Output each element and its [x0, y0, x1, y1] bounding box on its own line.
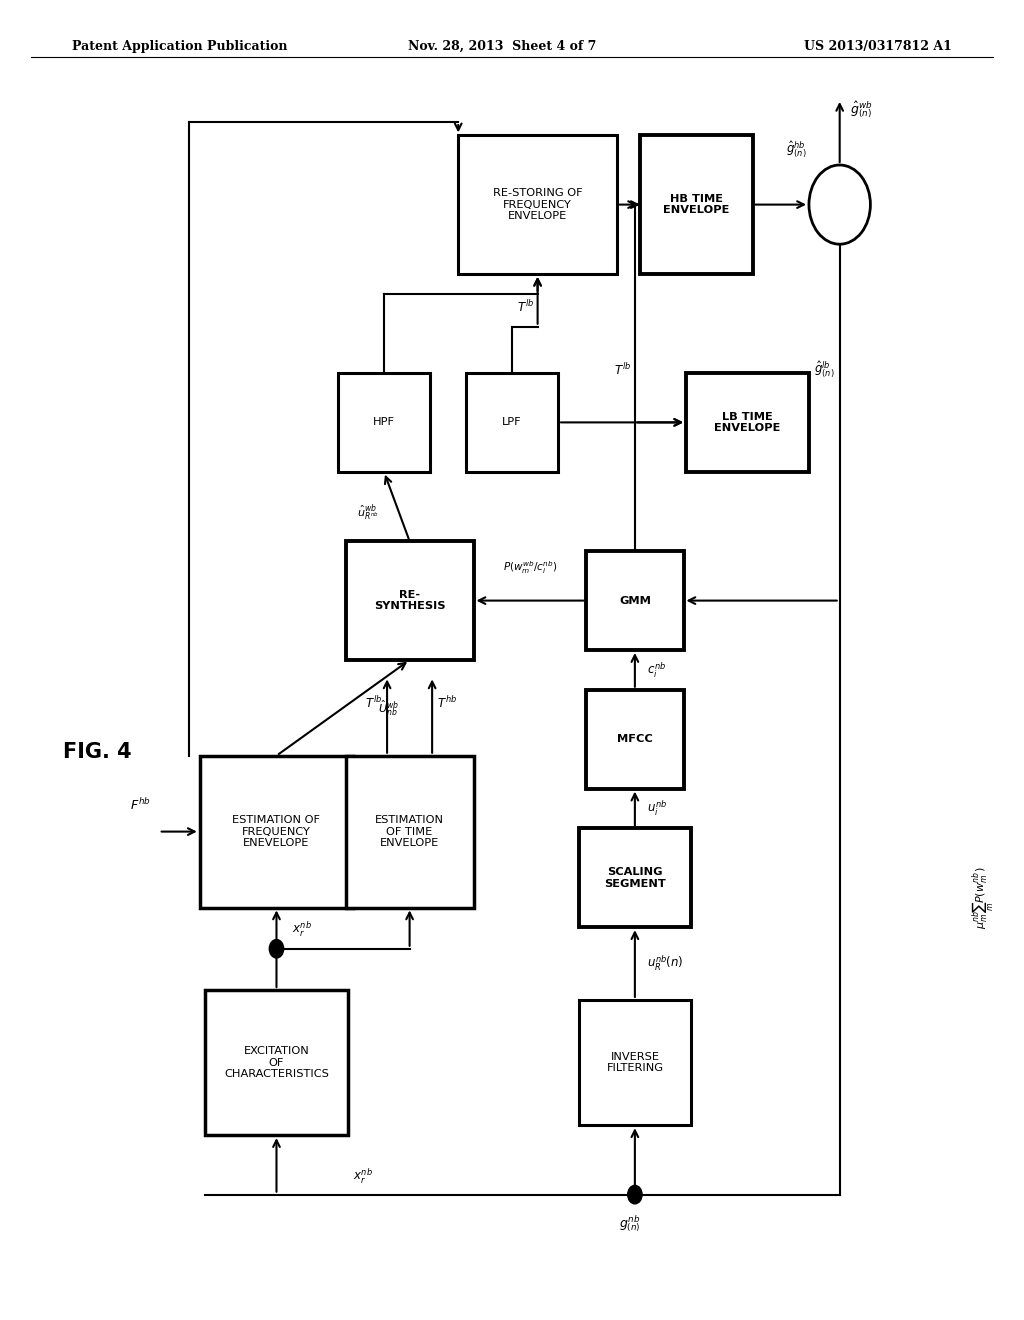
- Text: FIG. 4: FIG. 4: [62, 742, 132, 763]
- Text: $\hat{u}^{wb}_{R^{nb}}$: $\hat{u}^{wb}_{R^{nb}}$: [357, 503, 379, 524]
- Bar: [338, 372, 430, 471]
- Text: $T^{lb}$: $T^{lb}$: [613, 362, 631, 378]
- Bar: [586, 689, 684, 788]
- Text: GMM: GMM: [618, 595, 651, 606]
- Bar: [586, 552, 684, 649]
- Circle shape: [628, 1185, 642, 1204]
- Bar: [459, 136, 616, 275]
- Text: $\hat{g}^{hb}_{(n)}$: $\hat{g}^{hb}_{(n)}$: [785, 139, 807, 160]
- Text: EXCITATION
OF
CHARACTERISTICS: EXCITATION OF CHARACTERISTICS: [224, 1045, 329, 1080]
- Bar: [346, 755, 473, 908]
- Text: Nov. 28, 2013  Sheet 4 of 7: Nov. 28, 2013 Sheet 4 of 7: [408, 40, 596, 53]
- Text: $g^{nb}_{(n)}$: $g^{nb}_{(n)}$: [618, 1213, 641, 1234]
- Text: HB TIME
ENVELOPE: HB TIME ENVELOPE: [664, 194, 729, 215]
- Text: $\hat{g}^{lb}_{(n)}$: $\hat{g}^{lb}_{(n)}$: [814, 359, 835, 380]
- Text: MFCC: MFCC: [617, 734, 652, 744]
- Bar: [579, 1001, 691, 1125]
- Text: US 2013/0317812 A1: US 2013/0317812 A1: [805, 40, 952, 53]
- Bar: [640, 136, 753, 275]
- Text: ESTIMATION
OF TIME
ENVELOPE: ESTIMATION OF TIME ENVELOPE: [375, 814, 444, 849]
- Circle shape: [809, 165, 870, 244]
- Text: $u^{nb}_R(n)$: $u^{nb}_R(n)$: [647, 954, 684, 973]
- Bar: [466, 372, 558, 471]
- Text: RE-STORING OF
FREQUENCY
ENVELOPE: RE-STORING OF FREQUENCY ENVELOPE: [493, 187, 583, 222]
- Text: $T^{hb}$: $T^{hb}$: [437, 694, 458, 711]
- Text: $x^{nb}_r$: $x^{nb}_r$: [292, 919, 311, 939]
- Bar: [346, 541, 473, 660]
- Text: $c^{nb}_i$: $c^{nb}_i$: [647, 660, 667, 680]
- Text: LB TIME
ENVELOPE: LB TIME ENVELOPE: [715, 412, 780, 433]
- Text: $x^{nb}_r$: $x^{nb}_r$: [353, 1167, 373, 1185]
- Text: $\hat{g}^{wb}_{(n)}$: $\hat{g}^{wb}_{(n)}$: [850, 99, 872, 120]
- Text: $\mu^{nb}_m\!\sum_m P(w^{nb}_m)$: $\mu^{nb}_m\!\sum_m P(w^{nb}_m)$: [971, 866, 995, 929]
- Text: $T^{lb}$: $T^{lb}$: [517, 298, 535, 315]
- Text: $F^{hb}$: $F^{hb}$: [130, 797, 151, 813]
- Text: $\hat{U}^{wb}_{nb}$: $\hat{U}^{wb}_{nb}$: [378, 698, 399, 718]
- Bar: [579, 829, 691, 927]
- Text: $u^{nb}_i$: $u^{nb}_i$: [647, 799, 668, 818]
- Bar: [686, 372, 809, 471]
- Bar: [205, 990, 348, 1135]
- Text: INVERSE
FILTERING: INVERSE FILTERING: [606, 1052, 664, 1073]
- Text: LPF: LPF: [502, 417, 522, 428]
- Text: Patent Application Publication: Patent Application Publication: [72, 40, 287, 53]
- Bar: [200, 755, 353, 908]
- Circle shape: [269, 940, 284, 958]
- Text: $T^{lb}$: $T^{lb}$: [365, 694, 382, 711]
- Text: $P(w^{wb}_m/c^{nb}_i)$: $P(w^{wb}_m/c^{nb}_i)$: [503, 560, 557, 576]
- Text: SCALING
SEGMENT: SCALING SEGMENT: [604, 867, 666, 888]
- Text: HPF: HPF: [373, 417, 395, 428]
- Text: RE-
SYNTHESIS: RE- SYNTHESIS: [374, 590, 445, 611]
- Text: ESTIMATION OF
FREQUENCY
ENEVELOPE: ESTIMATION OF FREQUENCY ENEVELOPE: [232, 814, 321, 849]
